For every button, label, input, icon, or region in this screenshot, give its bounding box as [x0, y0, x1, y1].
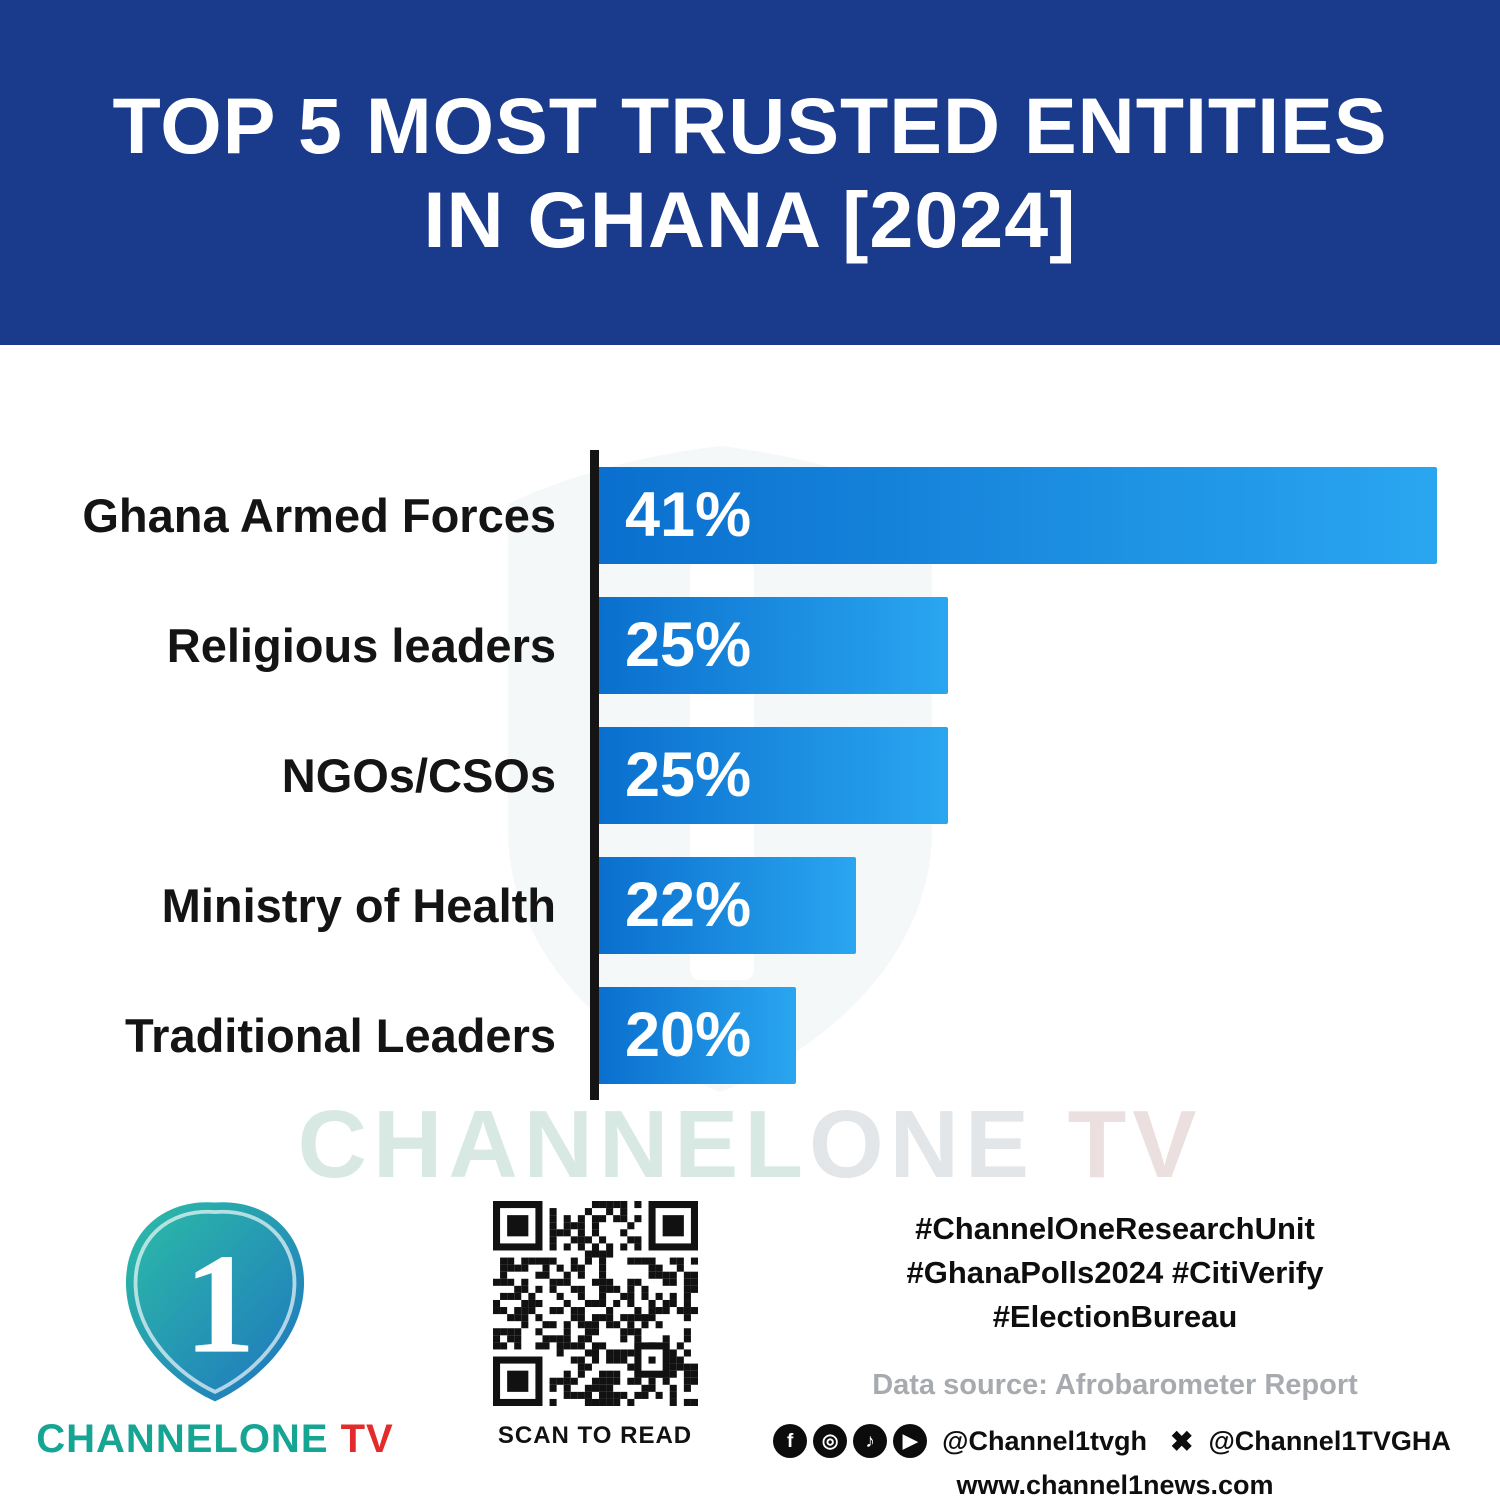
logo-numeral: 1 [184, 1225, 256, 1384]
tiktok-icon: ♪ [853, 1424, 888, 1459]
header-banner: TOP 5 MOST TRUSTED ENTITIES IN GHANA [20… [0, 0, 1500, 345]
watermark-part3: TV [1035, 1091, 1203, 1198]
chart-row: NGOs/CSOs 25% [0, 710, 1500, 840]
hashtag-line-1: #ChannelOneResearchUnit [915, 1211, 1315, 1246]
website-url: www.channel1news.com [956, 1470, 1274, 1500]
bar-value-label: 25% [625, 610, 752, 680]
chart-row: Traditional Leaders 20% [0, 970, 1500, 1100]
social-handle-1: @Channel1tvgh [942, 1425, 1148, 1456]
chart-row: Ghana Armed Forces 41% [0, 450, 1500, 580]
x-icon: ✖ [1170, 1425, 1194, 1457]
bar: 20% [599, 986, 796, 1084]
bar-label: Traditional Leaders [125, 1008, 556, 1062]
watermark-part2: ONE [808, 1091, 1035, 1198]
social-row: f ◎ ♪ ▶ @Channel1tvgh ✖ @Channel1TVGHA [773, 1424, 1457, 1459]
social-icons: f ◎ ♪ ▶ [773, 1424, 928, 1459]
page-title-line2: IN GHANA [2024] [423, 174, 1077, 264]
bar: 25% [599, 596, 949, 694]
bar-value-label: 22% [625, 870, 752, 940]
channel-one-logo-icon: 1 [125, 1202, 305, 1402]
bar: 25% [599, 726, 949, 824]
brand-wordmark-tv: TV [328, 1417, 394, 1461]
hashtag-line-3: #ElectionBureau [992, 1299, 1238, 1335]
bar-label: Religious leaders [166, 618, 556, 672]
brand-wordmark: CHANNELONE TV [36, 1417, 393, 1462]
bar-track: 20% [590, 970, 1500, 1100]
brand-wordmark-channelone: CHANNELONE [36, 1417, 329, 1461]
bar-track: 25% [590, 710, 1500, 840]
footer: 1 CHANNELONE TV SCAN TO READ #ChannelOne… [0, 1185, 1500, 1500]
bar-value-label: 25% [625, 740, 752, 810]
chart-row: Ministry of Health 22% [0, 840, 1500, 970]
bar-track: 22% [590, 840, 1500, 970]
youtube-icon: ▶ [893, 1424, 928, 1459]
page-title-line1: TOP 5 MOST TRUSTED ENTITIES [112, 81, 1388, 171]
qr-code [492, 1201, 698, 1406]
bar-label: Ghana Armed Forces [82, 488, 556, 542]
bar-label: Ministry of Health [161, 878, 556, 932]
instagram-icon: ◎ [813, 1424, 848, 1459]
bar-value-label: 20% [625, 1000, 752, 1070]
footer-text-block: #ChannelOneResearchUnit #GhanaPolls2024 … [760, 1185, 1500, 1500]
data-source: Data source: Afrobarometer Report [872, 1369, 1358, 1402]
chart-row: Religious leaders 25% [0, 580, 1500, 710]
bar: 41% [599, 466, 1437, 564]
qr-block: SCAN TO READ [430, 1185, 760, 1500]
bar-label: NGOs/CSOs [281, 748, 556, 802]
bar-track: 25% [590, 580, 1500, 710]
watermark-part1: CHANNEL [297, 1091, 809, 1198]
bar-track: 41% [590, 450, 1500, 580]
bar: 22% [599, 856, 857, 954]
hashtag-line-2: #GhanaPolls2024 #CitiVerify [906, 1255, 1324, 1291]
brand-logo-block: 1 CHANNELONE TV [0, 1185, 430, 1500]
channel-one-watermark: CHANNELONE TV [0, 1090, 1500, 1200]
social-handle-2: @Channel1TVGHA [1208, 1425, 1451, 1456]
bar-value-label: 41% [625, 480, 752, 550]
qr-caption: SCAN TO READ [497, 1422, 693, 1449]
facebook-icon: f [773, 1424, 808, 1459]
bar-chart: Ghana Armed Forces 41% Religious leaders 25… [0, 450, 1500, 1100]
